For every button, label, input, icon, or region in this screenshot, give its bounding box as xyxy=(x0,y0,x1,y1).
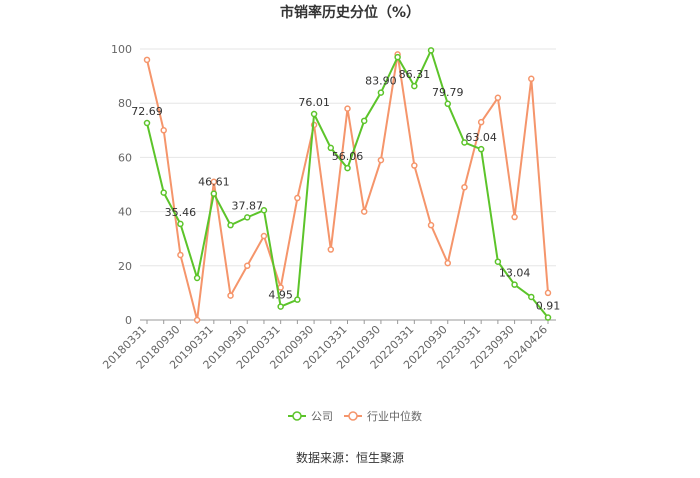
data-label: 63.04 xyxy=(465,131,497,144)
data-label: 0.91 xyxy=(536,300,561,313)
y-tick-label: 40 xyxy=(118,206,132,219)
point xyxy=(294,194,301,202)
y-tick-label: 100 xyxy=(111,43,132,56)
point xyxy=(193,274,201,282)
point xyxy=(461,139,468,146)
point xyxy=(544,289,552,297)
point xyxy=(327,246,335,253)
point xyxy=(477,145,485,153)
point xyxy=(160,189,167,196)
data-label: 56.06 xyxy=(332,150,364,163)
data-label: 83.90 xyxy=(365,75,397,88)
point xyxy=(494,94,502,102)
data-label: 79.79 xyxy=(432,86,464,99)
point xyxy=(310,110,318,118)
point xyxy=(210,178,218,186)
point xyxy=(427,221,435,229)
data-label: 37.87 xyxy=(232,199,264,212)
point xyxy=(344,164,351,172)
point xyxy=(511,281,518,288)
point xyxy=(294,296,301,303)
point xyxy=(528,293,535,301)
y-tick-label: 20 xyxy=(118,260,132,273)
point xyxy=(327,144,335,152)
y-tick-label: 60 xyxy=(118,151,132,164)
point xyxy=(377,89,385,96)
point xyxy=(344,105,351,112)
point xyxy=(210,190,218,197)
legend-label: 公司 xyxy=(311,410,333,423)
point xyxy=(377,156,385,164)
data-label: 46.61 xyxy=(198,176,230,189)
point xyxy=(277,303,284,310)
point xyxy=(511,213,518,221)
data-label: 35.46 xyxy=(165,206,197,219)
point xyxy=(227,292,234,299)
point xyxy=(427,47,435,54)
point xyxy=(143,56,151,64)
chart-title: 市销率历史分位（%） xyxy=(280,4,420,21)
point xyxy=(444,100,451,108)
legend-label: 行业中位数 xyxy=(367,409,422,423)
point xyxy=(461,183,468,191)
y-tick-label: 0 xyxy=(125,314,132,327)
point xyxy=(477,118,485,126)
data-label: 13.04 xyxy=(499,267,531,280)
legend-marker xyxy=(292,411,302,421)
data-label: 76.01 xyxy=(298,96,330,109)
point xyxy=(360,208,368,215)
data-label: 4.95 xyxy=(268,289,293,302)
point xyxy=(394,53,401,61)
point xyxy=(360,117,368,125)
source: 数据来源：恒生聚源 xyxy=(296,450,404,465)
point xyxy=(160,127,167,134)
point xyxy=(227,221,234,229)
point xyxy=(260,206,268,214)
data-label: 86.31 xyxy=(399,68,431,81)
point xyxy=(444,259,451,267)
point xyxy=(193,316,201,324)
y-tick-label: 80 xyxy=(118,97,132,110)
point xyxy=(411,162,418,169)
point xyxy=(528,75,535,83)
point xyxy=(143,119,151,127)
point xyxy=(544,314,552,321)
data-label: 72.69 xyxy=(131,105,163,118)
legend-marker xyxy=(348,411,358,421)
point xyxy=(244,214,251,221)
point xyxy=(244,262,251,270)
point xyxy=(177,251,184,259)
point xyxy=(177,220,184,228)
point xyxy=(494,258,502,265)
point xyxy=(260,232,268,240)
point xyxy=(411,82,418,90)
